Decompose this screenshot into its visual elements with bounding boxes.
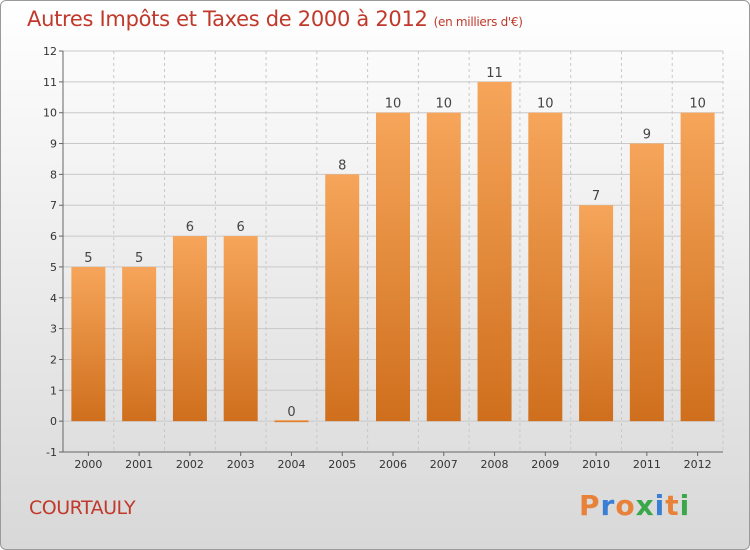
labels: -101234567891011125200052001620026200302… [43, 45, 712, 471]
y-tick-label: 2 [50, 353, 57, 366]
x-tick-label: 2011 [633, 458, 661, 471]
bar [172, 236, 207, 422]
data-label: 6 [186, 220, 194, 235]
bar [274, 420, 309, 423]
y-tick-label: 11 [43, 76, 57, 89]
bar [223, 236, 258, 422]
x-tick-label: 2003 [227, 458, 255, 471]
data-label: 10 [435, 97, 452, 112]
data-label: 10 [385, 97, 402, 112]
bar [629, 143, 664, 422]
y-tick-label: -1 [46, 446, 57, 459]
logo-letter: o [615, 489, 636, 522]
bar [122, 266, 157, 422]
logo-letter: i [679, 489, 691, 522]
bar [528, 112, 563, 422]
data-label: 10 [689, 97, 706, 112]
x-tick-label: 2007 [430, 458, 458, 471]
x-tick-label: 2004 [277, 458, 305, 471]
y-tick-label: 6 [50, 230, 57, 243]
data-label: 9 [643, 128, 651, 143]
place-name: COURTAULY [29, 497, 136, 519]
bar [325, 174, 360, 422]
data-label: 5 [135, 251, 143, 266]
x-tick-label: 2010 [582, 458, 610, 471]
logo-letter: x [635, 489, 655, 522]
y-tick-label: 0 [50, 415, 57, 428]
logo-letter: i [654, 489, 666, 522]
x-tick-label: 2009 [531, 458, 559, 471]
chart-title-text: Autres Impôts et Taxes de 2000 à 2012 [27, 7, 428, 31]
bar [426, 112, 461, 422]
y-tick-label: 9 [50, 138, 57, 151]
logo-letter: t [665, 489, 680, 522]
x-tick-label: 2008 [481, 458, 509, 471]
x-tick-label: 2006 [379, 458, 407, 471]
x-tick-label: 2005 [328, 458, 356, 471]
data-label: 7 [592, 189, 600, 204]
bar [376, 112, 410, 422]
y-tick-label: 8 [50, 168, 57, 181]
logo-letter: r [600, 489, 616, 522]
y-tick-label: 5 [50, 261, 57, 274]
y-tick-label: 1 [50, 384, 57, 397]
logo-letter: P [579, 489, 601, 522]
y-tick-label: 12 [43, 45, 57, 58]
data-label: 10 [537, 97, 554, 112]
x-tick-label: 2000 [74, 458, 102, 471]
data-label: 8 [338, 158, 346, 173]
bar [477, 81, 512, 422]
data-label: 0 [287, 405, 295, 420]
data-label: 5 [84, 251, 92, 266]
bar [71, 266, 106, 422]
data-label: 11 [486, 66, 503, 81]
chart-title: Autres Impôts et Taxes de 2000 à 2012 (en… [27, 7, 523, 31]
x-tick-label: 2002 [176, 458, 204, 471]
data-label: 6 [237, 220, 245, 235]
proxiti-logo: Proxiti [579, 489, 690, 522]
bars [71, 81, 715, 423]
y-tick-label: 3 [50, 323, 57, 336]
bar [579, 205, 614, 422]
axes [59, 50, 723, 456]
y-tick-label: 4 [50, 292, 57, 305]
y-tick-label: 7 [50, 199, 57, 212]
bar [680, 112, 715, 422]
x-tick-label: 2012 [684, 458, 712, 471]
chart-subtitle: (en milliers d'€) [433, 15, 523, 29]
x-tick-label: 2001 [125, 458, 153, 471]
y-tick-label: 10 [43, 107, 57, 120]
